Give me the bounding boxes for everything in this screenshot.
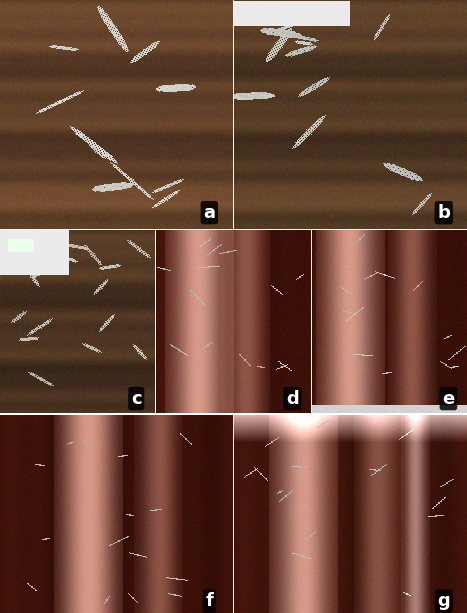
Text: d: d [286, 390, 299, 408]
Text: c: c [131, 390, 142, 408]
Text: a: a [203, 204, 215, 222]
Text: b: b [437, 204, 450, 222]
Text: f: f [205, 592, 213, 610]
Text: e: e [442, 390, 454, 408]
Text: g: g [438, 592, 450, 610]
